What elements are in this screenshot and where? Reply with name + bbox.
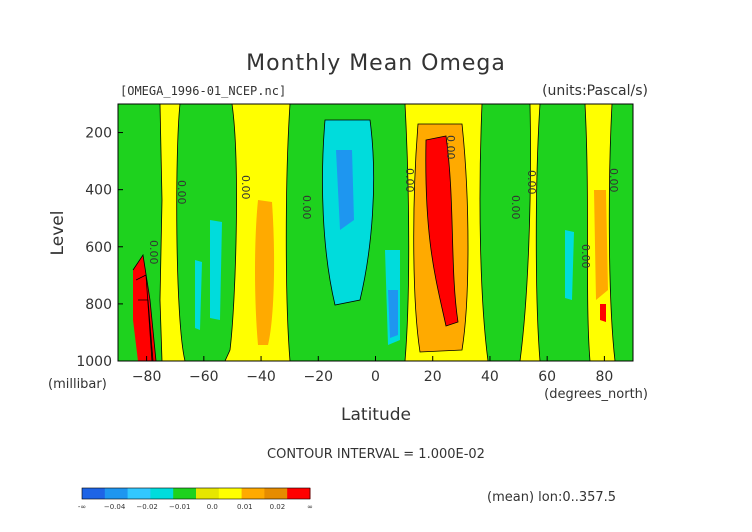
colorbar-swatch	[82, 488, 105, 499]
x-tick-label: −60	[189, 369, 219, 385]
y-tick-label: 600	[85, 240, 112, 256]
contour-label: 0.00	[444, 135, 457, 160]
contour-label: 0.00	[525, 170, 538, 195]
colorbar-swatch	[173, 488, 196, 499]
colorbar-swatch	[264, 488, 287, 499]
x-tick-label: 60	[538, 369, 556, 385]
x-tick-label: −80	[132, 369, 162, 385]
contour-label: 0.00	[147, 240, 160, 265]
colorbar-swatch	[219, 488, 242, 499]
region-red-nh-spot	[600, 304, 606, 322]
colorbar-tick-label: 0.01	[237, 503, 253, 511]
y-axis-label: Level	[48, 211, 68, 256]
y-tick-label: 200	[85, 126, 112, 142]
colorbar-tick-label: 0.0	[207, 503, 218, 511]
file-label: [OMEGA_1996-01_NCEP.nc]	[120, 84, 286, 98]
colorbar-swatch	[287, 488, 310, 499]
y-axis-units: (millibar)	[48, 377, 107, 392]
colorbar-swatch	[242, 488, 265, 499]
colorbar-swatch	[105, 488, 128, 499]
region-orange-nh-high	[594, 190, 608, 300]
y-tick-label: 1000	[76, 354, 112, 370]
colorbar-tick-label: −0.04	[104, 503, 126, 511]
x-tick-label: 80	[595, 369, 613, 385]
contour-label: 0.00	[403, 168, 416, 193]
contour-label: 0.00	[300, 195, 313, 220]
region-orange-sh	[255, 200, 274, 345]
x-tick-label: −20	[304, 369, 334, 385]
contour-label: 0.00	[509, 195, 522, 220]
colorbar-swatch	[128, 488, 151, 499]
colorbar: -∞ −0.04 −0.02 −0.01 0.0 0.01 0.02 ∞	[78, 488, 313, 511]
x-tick-label: 20	[424, 369, 442, 385]
colorbar-tick-label: −0.02	[136, 503, 157, 511]
chart-title: Monthly Mean Omega	[246, 51, 506, 76]
contour-label: 0.00	[175, 180, 188, 205]
footnote: (mean) lon:0..357.5	[487, 490, 616, 505]
contour-interval-text: CONTOUR INTERVAL = 1.000E-02	[267, 447, 485, 462]
colorbar-tick-label: ∞	[307, 503, 313, 511]
x-axis-units: (degrees_north)	[544, 387, 648, 402]
x-axis-label: Latitude	[341, 405, 411, 425]
region-cyan-sh	[210, 220, 222, 320]
y-axis: 200 400 600 800 1000	[76, 126, 123, 370]
colorbar-tick-label: -∞	[78, 503, 86, 511]
region-green-nh-high	[536, 104, 590, 361]
colorbar-tick-label: −0.01	[169, 503, 190, 511]
region-green-nh-pole	[609, 104, 633, 361]
y-tick-label: 400	[85, 183, 112, 199]
x-tick-label: −40	[246, 369, 276, 385]
contour-label: 0.00	[239, 175, 252, 200]
x-tick-label: 0	[371, 369, 380, 385]
region-green-nh-mid	[480, 104, 531, 361]
contour-label: 0.00	[579, 244, 592, 269]
colorbar-swatch	[150, 488, 173, 499]
contour-label: 0.00	[607, 168, 620, 193]
colorbar-tick-label: 0.02	[270, 503, 286, 511]
y-tick-label: 800	[85, 297, 112, 313]
region-green-sh-mid	[177, 104, 237, 361]
x-tick-label: 40	[481, 369, 499, 385]
colorbar-swatch	[196, 488, 219, 499]
units-label: (units:Pascal/s)	[542, 83, 648, 99]
contour-field	[118, 104, 633, 361]
